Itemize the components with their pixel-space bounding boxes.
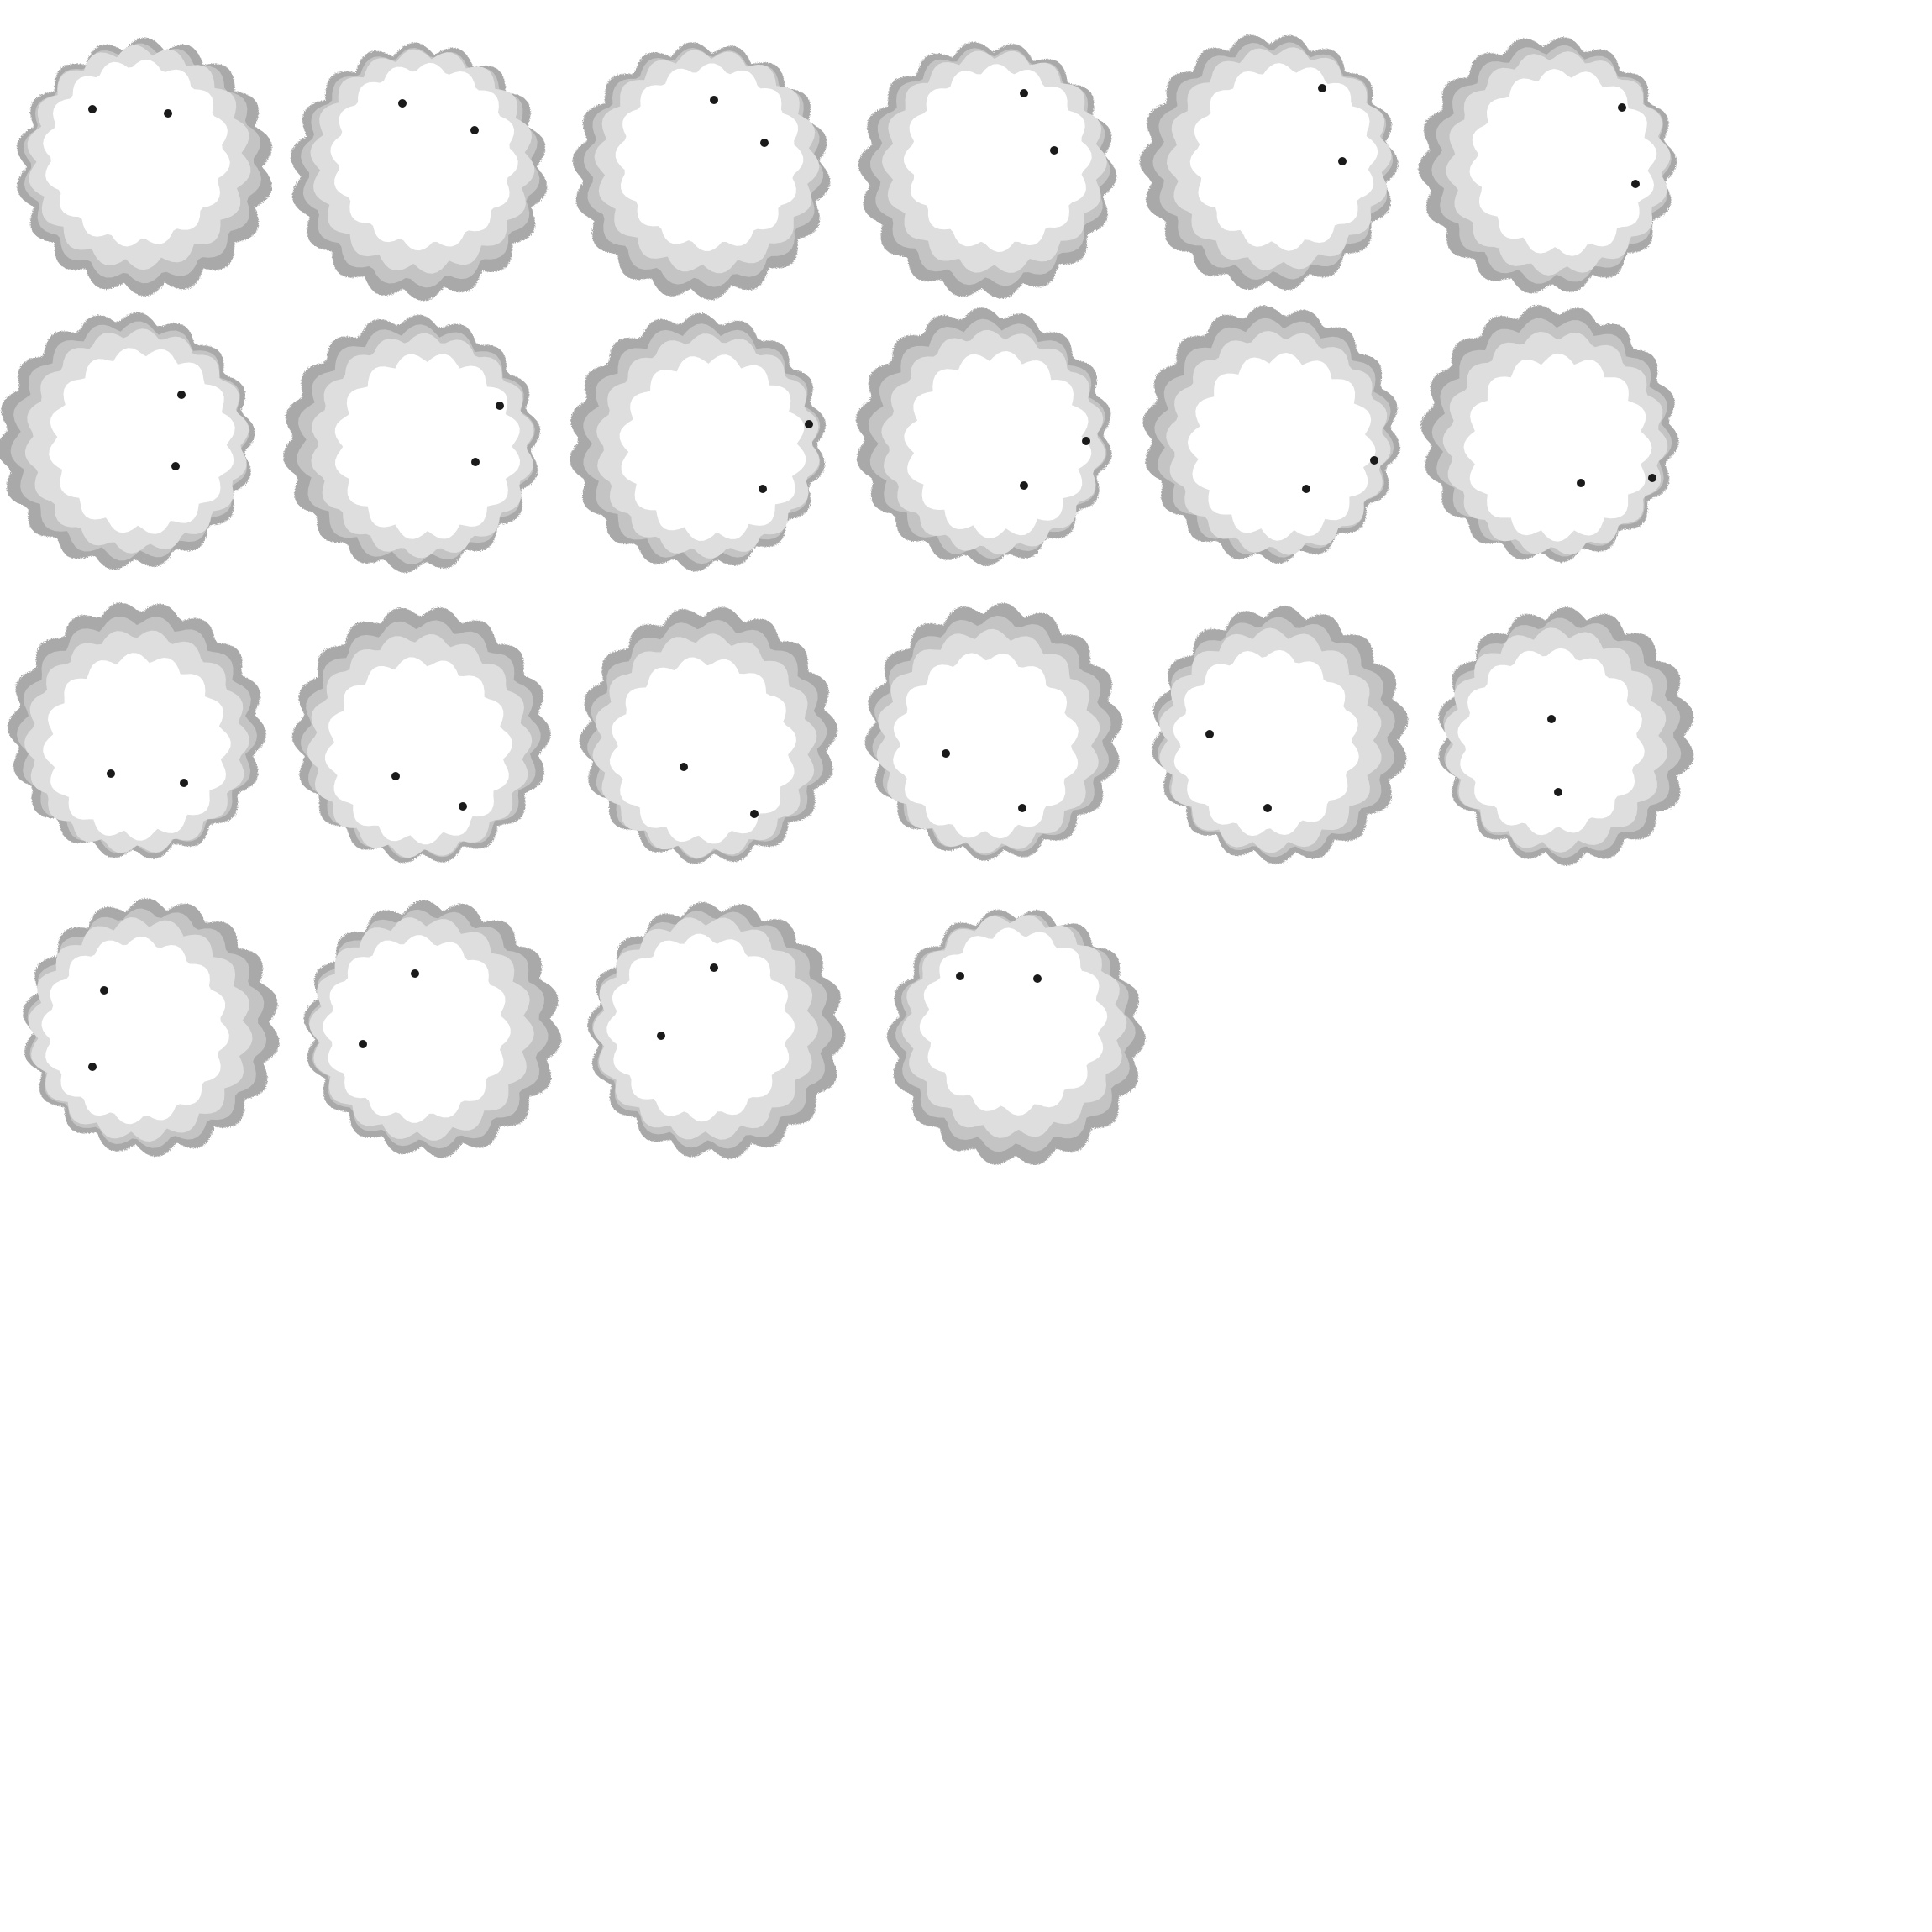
eye-icon <box>177 391 186 399</box>
cloud-frame-icon <box>1420 305 1679 563</box>
cloud-frame-icon <box>1139 34 1399 291</box>
eye-icon <box>359 1040 367 1048</box>
cloud-core <box>323 935 511 1123</box>
eye-icon <box>471 458 480 466</box>
cloud-frame-icon <box>1142 305 1400 564</box>
eye-icon <box>1338 157 1347 165</box>
eye-icon <box>710 963 718 972</box>
cloud-frame-icon <box>8 602 266 859</box>
cloud-frame-icon <box>1438 606 1694 866</box>
cloud-core <box>903 64 1092 252</box>
eye-icon <box>942 749 950 758</box>
cloud-core <box>1187 353 1376 541</box>
cloud-frame-icon <box>290 42 548 302</box>
eye-icon <box>180 779 188 787</box>
cloud-core <box>330 62 518 251</box>
eye-icon <box>164 109 172 118</box>
cloud-frame-icon <box>17 37 272 297</box>
cloud-frame-icon <box>579 606 838 864</box>
eye-icon <box>171 462 180 470</box>
cloud-frame-icon <box>587 902 846 1159</box>
cloud-frame-icon <box>23 898 280 1158</box>
eye-icon <box>956 972 964 980</box>
eye-icon <box>750 810 759 818</box>
eye-icon <box>1020 89 1028 97</box>
eye-icon <box>1554 788 1562 796</box>
frames-group <box>0 34 1694 1165</box>
cloud-core <box>325 657 512 845</box>
cloud-frame-icon <box>855 307 1112 566</box>
cloud-core <box>619 354 806 541</box>
eye-icon <box>411 969 419 978</box>
cloud-core <box>1189 63 1378 251</box>
eye-icon <box>1618 103 1626 112</box>
eye-icon <box>1302 485 1310 493</box>
eye-icon <box>1033 974 1042 983</box>
eye-icon <box>100 986 108 995</box>
cloud-frame-icon <box>886 909 1146 1165</box>
cloud-frame-icon <box>858 42 1117 299</box>
cloud-core <box>1457 648 1645 836</box>
eye-icon <box>1050 146 1058 155</box>
cloud-core <box>904 351 1092 538</box>
cloud-frame-icon <box>864 602 1123 861</box>
eye-icon <box>496 402 504 410</box>
eye-icon <box>1205 730 1214 738</box>
eye-icon <box>805 420 813 428</box>
eye-icon <box>1547 715 1556 723</box>
eye-icon <box>107 769 115 778</box>
eye-icon <box>759 485 767 493</box>
cloud-frame-icon <box>1152 606 1409 864</box>
eye-icon <box>88 105 97 113</box>
cloud-core <box>615 63 804 251</box>
cloud-frame-icon <box>303 900 562 1158</box>
cloud-frame-icon <box>291 607 551 864</box>
eye-icon <box>1577 479 1585 487</box>
cloud-core <box>1173 649 1359 837</box>
eye-icon <box>760 139 769 147</box>
cloud-frame-icon <box>572 42 831 301</box>
eye-icon <box>710 96 718 104</box>
eye-icon <box>88 1063 97 1071</box>
cloud-frame-icon <box>570 312 826 572</box>
eye-icon <box>1631 180 1640 188</box>
cloud-core <box>43 653 231 841</box>
cloud-frame-icon <box>0 312 255 570</box>
cloud-core <box>41 936 229 1125</box>
eye-icon <box>1020 481 1028 490</box>
eye-icon <box>1370 456 1378 465</box>
cloud-core <box>606 933 795 1122</box>
cloud-core <box>919 927 1108 1116</box>
cloud-frame-icon <box>283 314 541 573</box>
cloud-core <box>609 657 796 844</box>
eye-icon <box>459 802 467 811</box>
cloud-core <box>49 348 235 534</box>
eye-icon <box>1318 84 1326 92</box>
cloud-frame-icon <box>1418 37 1677 294</box>
eye-icon <box>657 1032 665 1040</box>
eye-icon <box>398 99 407 108</box>
eye-icon <box>680 763 688 771</box>
eye-icon <box>391 772 400 780</box>
eye-icon <box>470 126 479 134</box>
eye-icon <box>1648 474 1656 482</box>
cloud-core <box>893 653 1079 839</box>
cloud-core <box>1463 353 1652 542</box>
eye-icon <box>1263 804 1272 812</box>
cloud-core <box>334 354 520 539</box>
eye-icon <box>1018 804 1026 812</box>
eye-icon <box>1082 437 1090 445</box>
cloud-core <box>1469 69 1657 256</box>
